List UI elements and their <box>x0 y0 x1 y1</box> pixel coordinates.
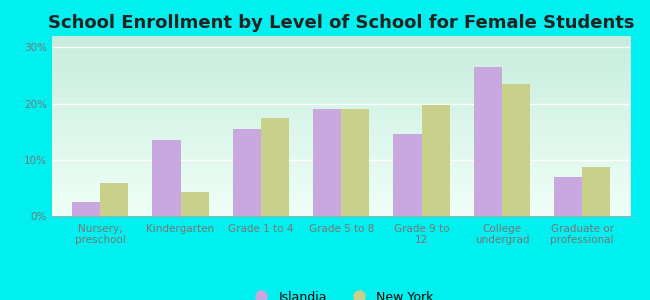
Bar <box>233 129 261 216</box>
Legend: Islandia, New York: Islandia, New York <box>244 286 439 300</box>
Title: School Enrollment by Level of School for Female Students: School Enrollment by Level of School for… <box>48 14 634 32</box>
Bar <box>261 118 289 216</box>
Bar <box>153 140 181 216</box>
Bar <box>474 67 502 216</box>
Bar <box>341 109 369 216</box>
Bar <box>422 105 450 216</box>
Bar <box>100 183 128 216</box>
Bar <box>393 134 422 216</box>
Bar <box>502 84 530 216</box>
Bar <box>582 167 610 216</box>
Bar <box>554 177 582 216</box>
Bar <box>313 109 341 216</box>
Bar <box>72 202 100 216</box>
Bar <box>181 192 209 216</box>
